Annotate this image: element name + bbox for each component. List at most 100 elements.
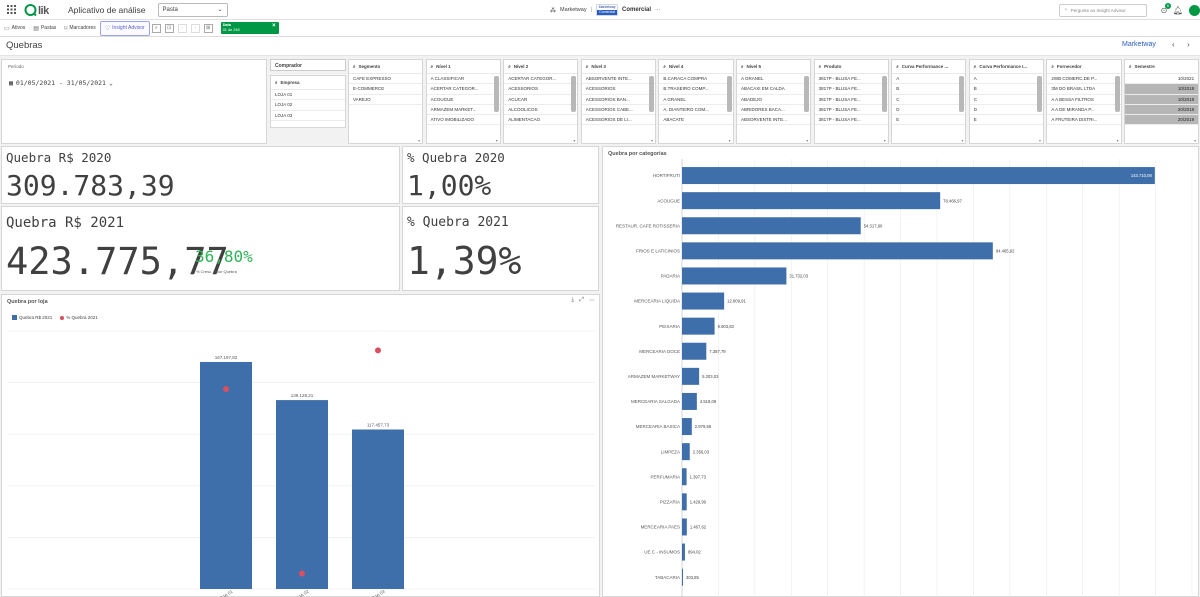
listbox-item[interactable]: ACESSORIOS (581, 84, 655, 95)
listbox-item[interactable]: B (969, 84, 1043, 95)
listbox-item[interactable]: 10/2018 (1125, 84, 1199, 95)
listbox-header[interactable]: ⌕ Semestre (1125, 60, 1199, 74)
scroll-down-icon[interactable]: ▾ (573, 138, 576, 143)
listbox-item[interactable]: ACESSORIOS CABE... (581, 105, 655, 116)
listbox-item[interactable]: A (892, 74, 966, 85)
download-icon[interactable]: ⤓ (571, 297, 575, 303)
listbox-item[interactable]: ALCOOLICOS (504, 105, 578, 116)
listbox-header[interactable]: ⌕ Nível 1 (426, 60, 500, 74)
listbox-item[interactable]: A A DE MIRANDA P... (1047, 105, 1121, 116)
more-icon[interactable]: ··· (655, 7, 661, 13)
sheets-button[interactable]: ▤ Pastas (29, 20, 60, 37)
scroll-down-icon[interactable]: ▾ (728, 138, 731, 143)
scrollbar[interactable] (493, 76, 499, 112)
scrollbar[interactable] (726, 76, 732, 112)
scroll-down-icon[interactable]: ▾ (418, 138, 421, 143)
listbox-item[interactable]: ABADEJO (737, 95, 811, 105)
scroll-down-icon[interactable]: ▾ (650, 138, 653, 143)
listbox-item[interactable]: ACESSORIOS BAN... (581, 95, 655, 105)
avatar[interactable] (1189, 4, 1200, 16)
expand-icon[interactable]: ⤢ (579, 297, 584, 303)
listbox-item[interactable]: ABRIDORES BACA... (737, 105, 811, 116)
listbox-item[interactable]: ACERTAR CATEGOR... (426, 84, 500, 95)
clear-selections-icon[interactable]: ⊠ (203, 23, 213, 33)
listbox-item[interactable]: B (892, 84, 966, 95)
buyer-filter[interactable]: Comprador (270, 59, 346, 71)
listbox-item[interactable]: 20/2019 (1125, 115, 1199, 126)
company-listbox-header[interactable]: ⌕ Empresa (271, 76, 345, 90)
listbox-item[interactable]: 10/2021 (1125, 74, 1199, 85)
listbox-item[interactable]: 3817P - BLUSA FE... (814, 115, 888, 126)
scroll-down-icon[interactable]: ▾ (495, 138, 498, 143)
selections-tool-icon[interactable]: ⊡ (164, 23, 174, 33)
company-item[interactable]: LOJA 02 (271, 100, 345, 111)
listbox-item[interactable]: ACESSORIOS DE LI... (581, 115, 655, 126)
listbox-item[interactable]: 3M DO BRASIL LTDA (1047, 84, 1121, 95)
listbox-item[interactable]: B.CARACA COMPRA (659, 74, 733, 85)
listbox-item[interactable]: A GRANEL (737, 74, 811, 85)
scroll-down-icon[interactable]: ▾ (1038, 138, 1041, 143)
listbox-item[interactable]: C (969, 95, 1043, 105)
listbox-item[interactable]: D (892, 105, 966, 116)
listbox-item[interactable]: A A BESSA FILTROS (1047, 95, 1121, 105)
listbox-header[interactable]: ⌕ Segmento (349, 60, 423, 74)
listbox-item[interactable]: ATIVO IMOBILIZADO (426, 115, 500, 126)
listbox-header[interactable]: ⌕ Nível 4 (659, 60, 733, 74)
listbox-item[interactable]: 3817P - BLUSA FE... (814, 74, 888, 85)
listbox-item[interactable]: A FRUTEIRA DISTRI... (1047, 115, 1121, 126)
listbox-item[interactable]: ALIMENTACAO (504, 115, 578, 126)
listbox-item[interactable]: VAREJO (349, 95, 423, 105)
listbox-item[interactable]: E (892, 115, 966, 126)
listbox-item[interactable]: A. DIANTEIRO COM... (659, 105, 733, 116)
listbox-item[interactable]: ABACATE (659, 115, 733, 126)
scroll-down-icon[interactable]: ▾ (883, 138, 886, 143)
scroll-down-icon[interactable]: ▾ (961, 138, 964, 143)
scrollbar[interactable] (881, 76, 887, 112)
legend-item-bar[interactable]: Quebra R$ 2021 (12, 315, 52, 321)
listbox-item[interactable]: E-COMMERCE (349, 84, 423, 95)
step-back-icon[interactable]: ‹ (177, 23, 187, 33)
listbox-item[interactable]: ACESSORIOS (504, 84, 578, 95)
listbox-item[interactable]: 20/2018 (1125, 104, 1199, 116)
listbox-item[interactable]: E (969, 115, 1043, 126)
smart-search-icon[interactable]: ⌕ (151, 23, 161, 33)
bell-icon[interactable]: 🔔︎ (1172, 5, 1184, 15)
scroll-down-icon[interactable]: ▾ (806, 138, 809, 143)
listbox-item[interactable]: ACUCAR (504, 95, 578, 105)
legend-item-dot[interactable]: % Quebra 2021 (60, 315, 98, 320)
scrollbar[interactable] (1114, 76, 1120, 112)
listbox-item[interactable]: ABSORVENTE INTE... (581, 74, 655, 85)
period-filter[interactable]: Período ▦ 01/05/2021 - 31/05/2021 ⌄ (1, 59, 267, 144)
listbox-header[interactable]: ⌕ Curva Performance I... (969, 60, 1043, 74)
scrollbar[interactable] (1036, 76, 1042, 112)
listbox-item[interactable]: 2WB COMERC.DE P... (1047, 74, 1121, 85)
listbox-header[interactable]: ⌕ Curva Performance ... (892, 60, 966, 74)
insight-search-input[interactable]: ✧ Pergunte ao Insight Advisor (1059, 3, 1147, 17)
listbox-item[interactable]: ABACAXI EM CALDA (737, 84, 811, 95)
listbox-item[interactable]: C (892, 95, 966, 105)
notifications-icon[interactable]: ⊙ 6 (1160, 3, 1171, 15)
listbox-header[interactable]: ⌕ Fornecedor (1047, 60, 1121, 74)
listbox-header[interactable]: ⌕ Nível 5 (737, 60, 811, 74)
listbox-item[interactable]: ACOUGUE (426, 95, 500, 105)
listbox-item[interactable]: 3817P - BLUSA FE... (814, 84, 888, 95)
listbox-header[interactable]: ⌕ Nível 3 (581, 60, 655, 74)
bookmarks-button[interactable]: ⌑ Marcadores (60, 20, 100, 37)
listbox-item[interactable]: CAFE EXPRESSO (349, 74, 423, 85)
listbox-header[interactable]: ⌕ Nível 2 (504, 60, 578, 74)
scrollbar[interactable] (571, 76, 577, 112)
apps-grid-icon[interactable] (1, 0, 21, 20)
company-item[interactable]: LOJA 01 (271, 90, 345, 101)
listbox-item[interactable]: 10/2018 (1125, 94, 1199, 105)
listbox-item[interactable]: A CLASSIFICAR (426, 74, 500, 85)
next-sheet-icon[interactable]: › (1187, 40, 1190, 49)
period-value[interactable]: ▦ 01/05/2021 - 31/05/2021 ⌄ (9, 79, 113, 87)
step-forward-icon[interactable]: › (190, 23, 200, 33)
scroll-down-icon[interactable]: ▾ (1194, 138, 1197, 143)
more-icon[interactable]: ⋯ (589, 298, 595, 304)
assets-button[interactable]: ▭ Ativos (0, 20, 29, 37)
close-icon[interactable]: × (272, 23, 276, 29)
listbox-item[interactable]: 3817P - BLUSA FE... (814, 95, 888, 105)
scrollbar[interactable] (804, 76, 810, 112)
listbox-item[interactable]: ARMAZEM MARKET... (426, 105, 500, 116)
